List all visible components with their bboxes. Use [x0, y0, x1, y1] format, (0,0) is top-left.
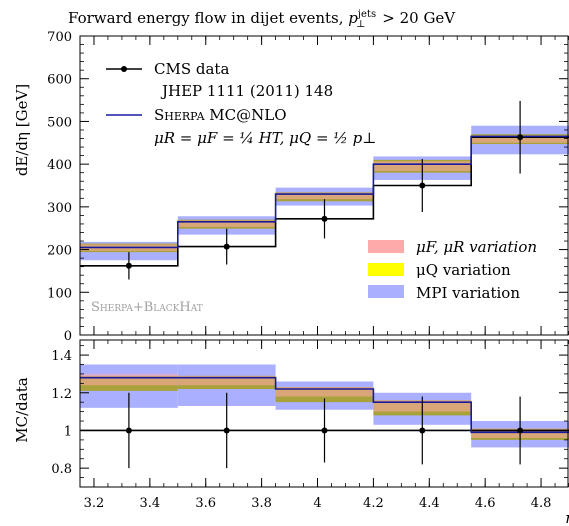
- y-top-tick-label-7: 700: [47, 30, 72, 45]
- y-top-tick-label-4: 400: [47, 158, 72, 173]
- bottom-plot-frame: [79, 339, 569, 488]
- legend-data-marker: [121, 66, 127, 72]
- legend-mpi-swatch: [368, 285, 404, 298]
- ticks-group: 3.2 3.4 3.6 3.8 4 4.2 4.4 4.6 4.8 0 100 200 300 400 50…: [47, 30, 569, 511]
- bottom-muf-band-0: [80, 373, 178, 386]
- y-top-tick-label-5: 500: [47, 115, 72, 130]
- y-bottom-tick-label-3: 1.4: [51, 349, 72, 364]
- legend-reference: JHEP 1111 (2011) 148: [160, 82, 333, 100]
- y-axis-label-bottom: MC/data: [13, 377, 31, 442]
- legend-main: CMS data JHEP 1111 (2011) 148 Sherpa MC@…: [106, 60, 376, 147]
- y-bottom-tick-label-0: 0.8: [51, 462, 72, 477]
- legend-muq-label: μQ variation: [416, 261, 511, 279]
- legend-muf-label: μF, μR variation: [416, 238, 537, 256]
- legend-muf-swatch: [368, 240, 404, 253]
- top-plot-frame: [79, 35, 569, 336]
- bottom-data-point-1: [223, 427, 230, 434]
- y-top-tick-label-0: 0: [64, 329, 72, 344]
- bottom-data-point-4: [517, 427, 524, 434]
- bottom-mc-ratio-step: [80, 376, 569, 434]
- x-tick-label-4: 4: [313, 496, 321, 511]
- top-muf-band-2: [275, 192, 374, 200]
- x-tick-label-5: 4.2: [363, 496, 384, 511]
- bottom-data-point-3: [419, 427, 426, 434]
- bottom-muf-band-1: [177, 375, 276, 386]
- legend-muq-swatch: [368, 263, 404, 276]
- y-axis-label-top: dE/dη [GeV]: [13, 84, 31, 176]
- legend-mc-label: Sherpa MC@NLO: [154, 106, 287, 124]
- y-bottom-tick-label-1: 1: [64, 424, 72, 439]
- y-top-tick-label-3: 300: [47, 201, 72, 216]
- x-axis-label: η: [565, 509, 569, 526]
- watermark: Sherpa+BlackHat: [91, 300, 203, 315]
- chart-title: Forward energy flow in dijet events, pje…: [68, 9, 456, 30]
- top-data-point-0: [125, 262, 132, 269]
- y-top-tick-label-6: 600: [47, 73, 72, 88]
- bottom-data-point-2: [321, 427, 328, 434]
- top-data-point-3: [419, 182, 426, 189]
- legend-data-label: CMS data: [154, 60, 229, 78]
- lines-group: [80, 100, 569, 469]
- top-muf-band-1: [177, 220, 276, 227]
- top-mc-step: [80, 135, 569, 249]
- x-tick-label-8: 4.8: [531, 496, 552, 511]
- legend-mpi-label: MPI variation: [416, 284, 520, 302]
- x-tick-label-1: 3.4: [140, 496, 161, 511]
- y-bottom-tick-label-2: 1.2: [51, 387, 72, 402]
- top-data-point-2: [321, 215, 328, 222]
- legend-variations: μF, μR variation μQ variation MPI variat…: [368, 238, 537, 302]
- bottom-muf-band-2: [275, 387, 374, 397]
- x-tick-label-7: 4.6: [475, 496, 496, 511]
- legend-scale-label: μR = μF = ¼ HT, μQ = ½ p⊥: [154, 129, 376, 147]
- top-data-point-1: [223, 243, 230, 250]
- y-top-tick-label-1: 100: [47, 286, 72, 301]
- x-tick-label-2: 3.6: [195, 496, 216, 511]
- y-top-tick-label-2: 200: [47, 244, 72, 259]
- x-tick-label-6: 4.4: [419, 496, 440, 511]
- x-tick-label-3: 3.8: [251, 496, 272, 511]
- x-tick-label-0: 3.2: [84, 496, 105, 511]
- top-data-point-4: [517, 134, 524, 141]
- bottom-data-point-0: [125, 427, 132, 434]
